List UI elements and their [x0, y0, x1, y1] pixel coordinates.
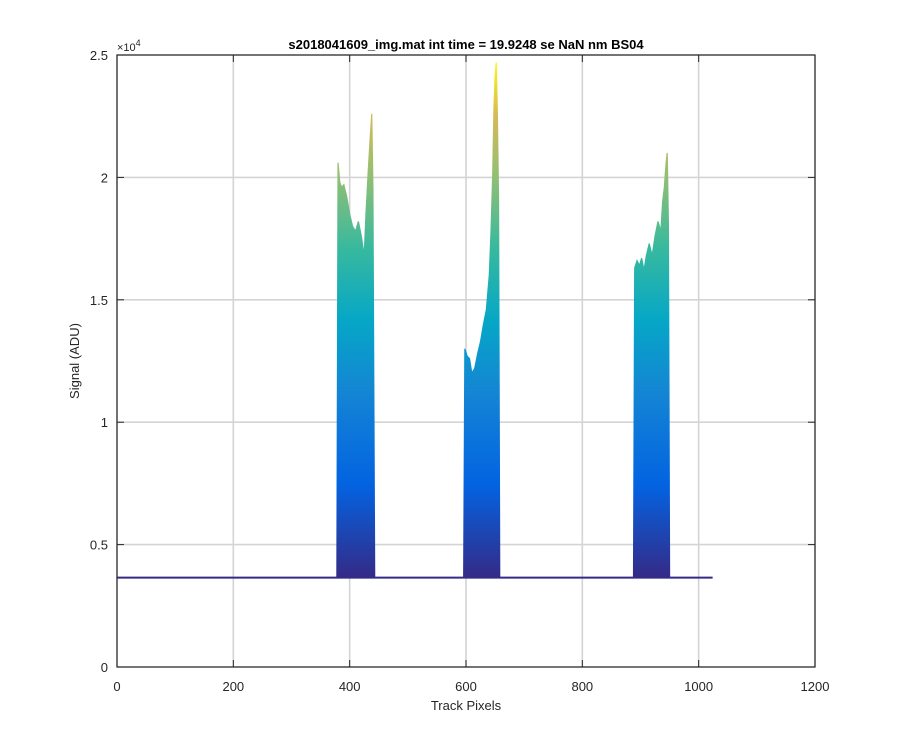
signal-peak [336, 113, 375, 578]
y-tick-label: 1 [101, 415, 108, 430]
chart-title: s2018041609_img.mat int time = 19.9248 s… [288, 37, 644, 52]
y-exponent-power: 4 [136, 38, 141, 48]
y-axis-label: Signal (ADU) [67, 323, 82, 399]
x-tick-label: 600 [455, 679, 477, 694]
x-tick-label: 800 [571, 679, 593, 694]
ticks [116, 54, 816, 668]
signal-peak [463, 62, 500, 578]
signal-peak-outline [463, 62, 501, 578]
signal-peak-outline [336, 113, 376, 578]
y-exponent-label: ×104 [117, 38, 141, 54]
x-tick-label: 0 [113, 679, 120, 694]
signal-peak-outline [632, 152, 671, 578]
x-tick-label: 1200 [801, 679, 830, 694]
y-tick-label: 2 [101, 170, 108, 185]
x-tick-label: 400 [339, 679, 361, 694]
x-tick-label: 1000 [684, 679, 713, 694]
y-exponent-base: ×10 [117, 42, 136, 54]
data-marks [117, 62, 713, 579]
tick-labels: 0 200 400 600 800 1000 1200 0 0.5 1 1.5 2 2.5 [90, 48, 830, 694]
y-tick-label: 0.5 [90, 538, 108, 553]
signal-peak [633, 152, 670, 578]
x-axis-label: Track Pixels [431, 698, 502, 713]
y-tick-label: 1.5 [90, 293, 108, 308]
y-tick-label: 2.5 [90, 48, 108, 63]
x-tick-label: 200 [222, 679, 244, 694]
y-tick-label: 0 [101, 660, 108, 675]
